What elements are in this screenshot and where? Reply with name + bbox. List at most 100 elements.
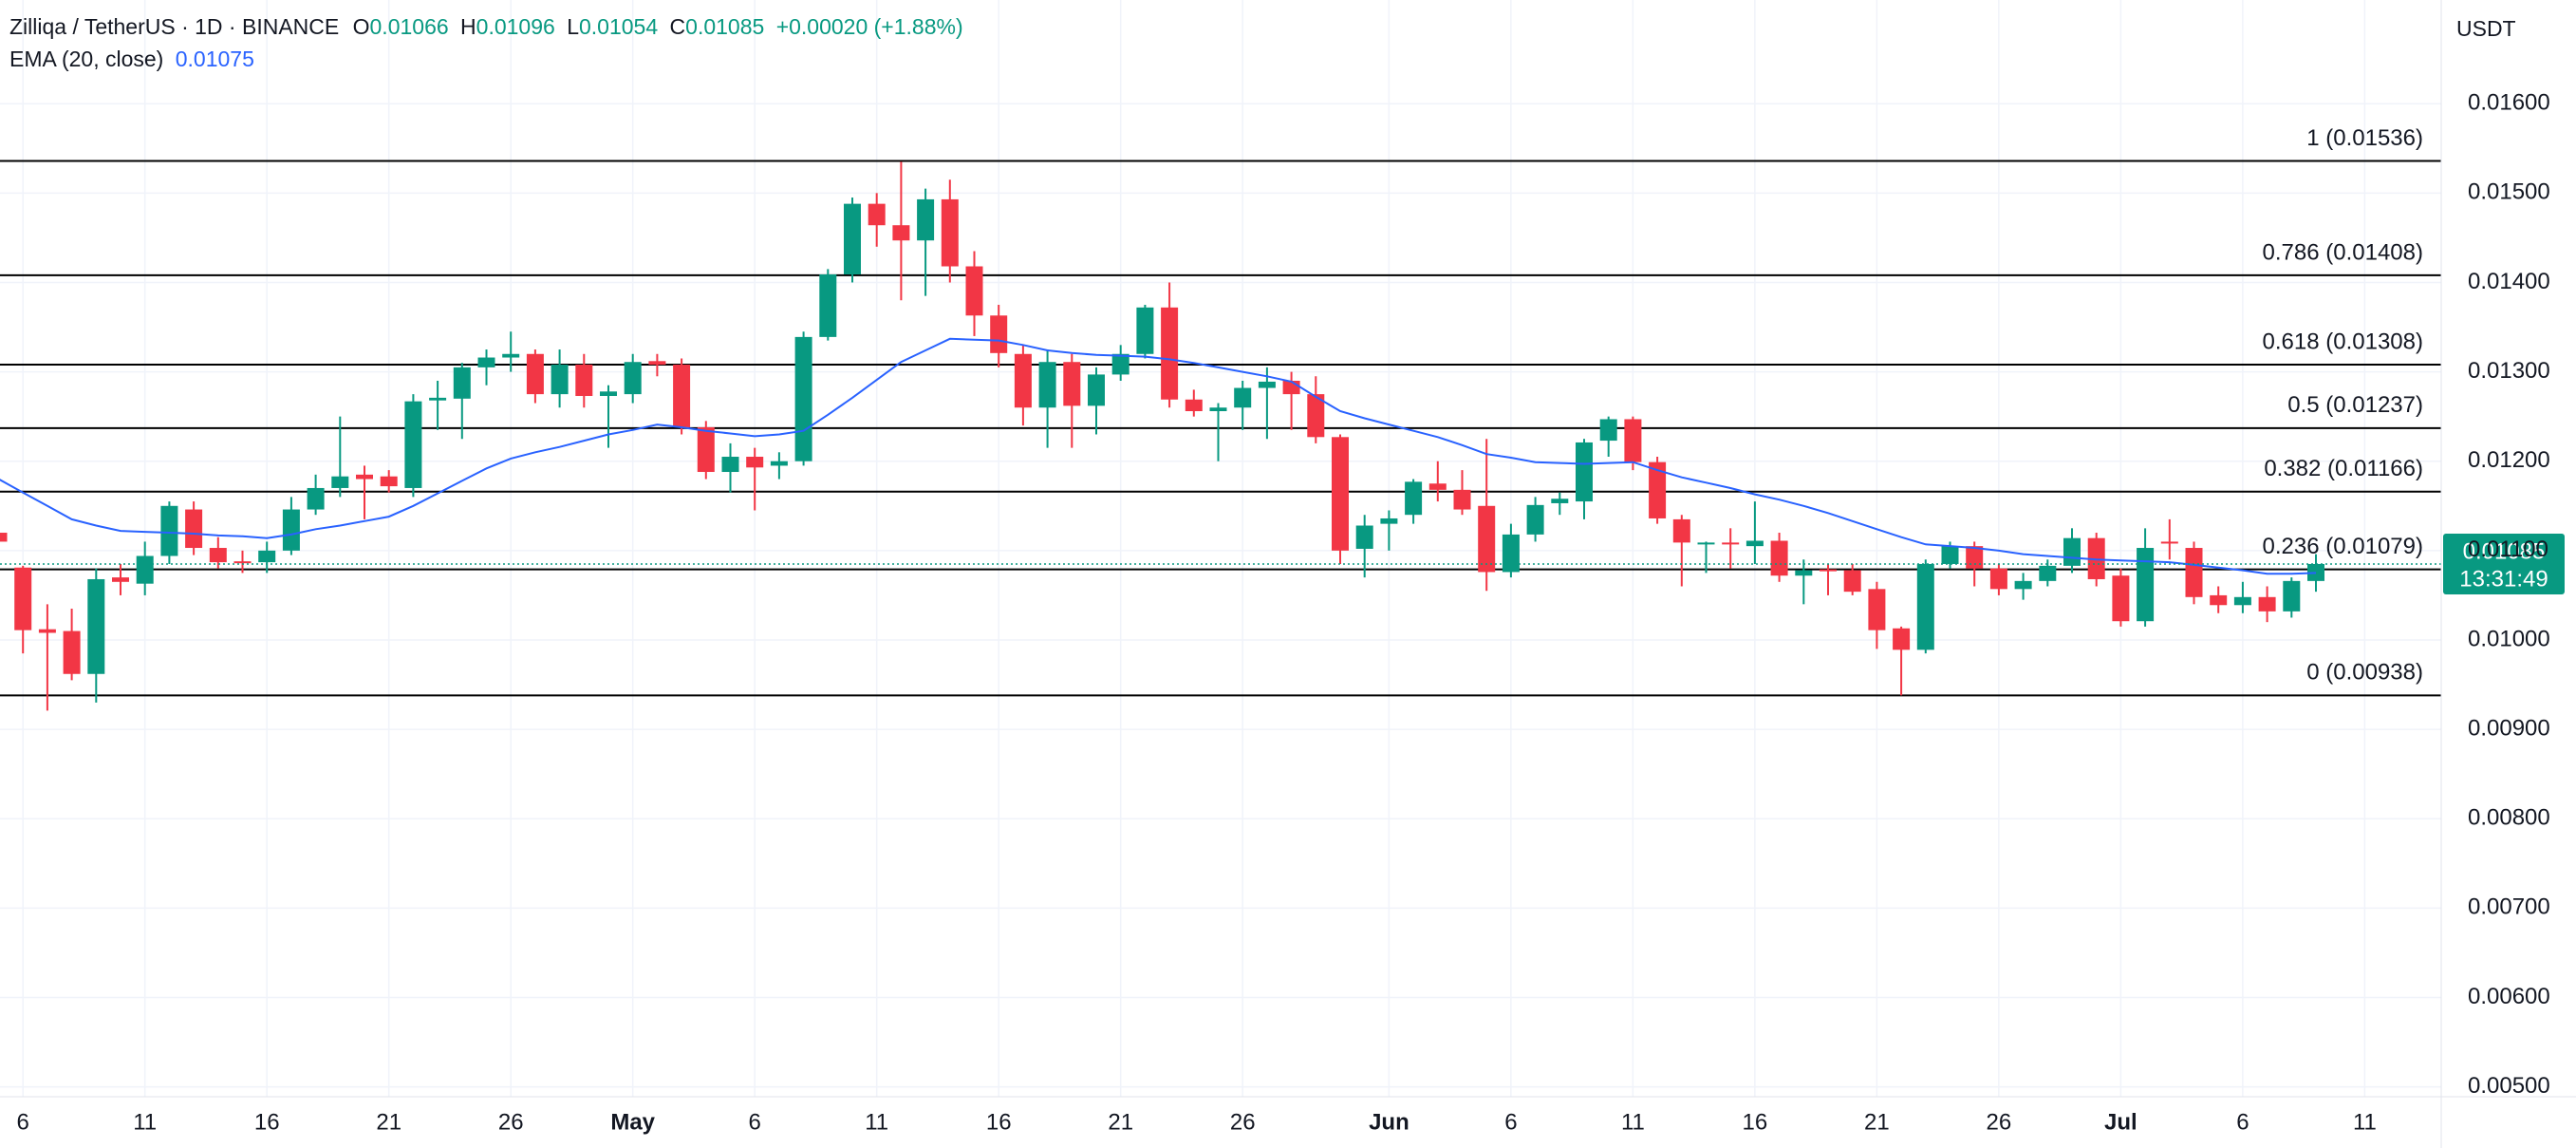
y-tick-label: 0.01600: [2468, 90, 2550, 116]
candle-body: [1234, 387, 1252, 408]
y-tick-label: 0.00700: [2468, 894, 2550, 920]
y-tick-label: 0.01500: [2468, 179, 2550, 205]
close-value: 0.01085: [685, 14, 764, 39]
x-tick-label: May: [610, 1109, 655, 1135]
candle-body: [2307, 563, 2324, 581]
candle-body: [1989, 568, 2007, 590]
candle-body: [2039, 565, 2057, 581]
high-label: H: [460, 14, 476, 39]
x-tick-label: 16: [1743, 1109, 1768, 1135]
y-tick-label: 0.00600: [2468, 984, 2550, 1009]
candle-body: [844, 203, 861, 274]
candle-body: [673, 365, 691, 427]
candle-body: [1599, 419, 1617, 442]
candle-body: [14, 567, 32, 630]
fib-label: 0.382 (0.01166): [2264, 456, 2423, 481]
candle-body: [356, 474, 373, 480]
candle-body: [209, 548, 227, 563]
candle-body: [1088, 374, 1105, 406]
candle-body: [1624, 419, 1642, 462]
candle-body: [1576, 442, 1593, 502]
candle-body: [1820, 569, 1837, 572]
candle-body: [1916, 563, 1934, 650]
x-tick-label: 11: [1621, 1109, 1645, 1135]
x-tick-label: 26: [1987, 1109, 2012, 1135]
candle-body: [892, 225, 910, 241]
candle-body: [868, 203, 886, 226]
x-tick-label: 26: [498, 1109, 524, 1135]
candle-body: [941, 198, 959, 267]
candle-body: [1136, 307, 1154, 354]
candle-body: [136, 555, 154, 584]
fib-levels: 1 (0.01536) 0.786 (0.01408) 0.618 (0.01308…: [0, 125, 2441, 697]
price-tag-value: 0.01085: [2463, 538, 2546, 564]
ema-line: [0, 337, 2317, 575]
candle-body: [794, 336, 812, 461]
fib-label: 0.786 (0.01408): [2263, 239, 2423, 265]
x-tick-label: 6: [2236, 1109, 2249, 1135]
fib-label: 1 (0.01536): [2306, 125, 2423, 151]
y-tick-label: 0.00900: [2468, 715, 2550, 741]
candle-body: [233, 561, 252, 564]
fib-label: 0 (0.00938): [2306, 660, 2423, 686]
x-tick-label: 6: [1504, 1109, 1517, 1135]
candle-body: [1063, 362, 1081, 406]
candle-body: [1551, 499, 1569, 503]
candle-body: [1355, 525, 1373, 549]
ema-name: EMA (20, close): [9, 47, 163, 71]
candle-body: [1209, 407, 1227, 412]
candle-body: [1722, 542, 1740, 545]
candle-body: [2014, 580, 2032, 590]
candle-body: [453, 367, 471, 399]
price-tag-countdown: 13:31:49: [2459, 566, 2548, 592]
low-value: 0.01054: [579, 14, 658, 39]
y-tick-label: 0.01000: [2468, 626, 2550, 651]
x-tick-label: 11: [865, 1109, 888, 1135]
candle-body: [307, 487, 325, 510]
candle-body: [38, 629, 56, 633]
candle-body: [1380, 518, 1398, 524]
x-tick-label: 16: [254, 1109, 280, 1135]
candle-body: [429, 397, 447, 401]
y-tick-label: 0.00500: [2468, 1073, 2550, 1099]
candle-body: [551, 365, 569, 395]
candle-body: [112, 577, 129, 582]
ema-value: 0.01075: [176, 47, 254, 71]
candle-body: [1843, 570, 1861, 593]
candle-body: [648, 361, 666, 366]
candle-body: [1038, 362, 1056, 408]
candle-body: [965, 266, 983, 316]
candle-body: [1649, 461, 1667, 518]
y-tick-label: 0.01300: [2468, 358, 2550, 384]
candle-body: [624, 362, 642, 395]
candle-body: [770, 461, 788, 466]
candle-body: [258, 550, 276, 563]
x-tick-label: Jun: [1369, 1109, 1409, 1135]
candle-body: [2210, 594, 2228, 606]
price-tag: [2443, 533, 2565, 594]
candle-body: [2233, 596, 2251, 606]
candle-body: [1332, 437, 1349, 551]
candle-body: [282, 509, 300, 551]
candle-body: [600, 391, 617, 397]
fib-label: 0.618 (0.01308): [2263, 329, 2423, 354]
candle-body: [1770, 540, 1788, 576]
fib-label: 0.5 (0.01237): [2287, 392, 2423, 418]
candle-body: [1966, 546, 1984, 569]
candle-body: [1526, 504, 1544, 535]
candle-body: [380, 476, 398, 487]
candle-body: [404, 401, 422, 488]
y-tick-label: 0.01400: [2468, 269, 2550, 294]
candle-body: [1014, 353, 1032, 408]
candle-body: [1258, 381, 1276, 388]
candle-body: [2185, 548, 2203, 597]
x-tick-label: Jul: [2104, 1109, 2137, 1135]
candle-body: [1111, 353, 1129, 375]
x-tick-label: 6: [749, 1109, 761, 1135]
low-label: L: [567, 14, 579, 39]
candle-body: [819, 273, 837, 337]
candle-body: [746, 457, 764, 468]
candle-body: [1161, 307, 1179, 400]
open-label: O: [353, 14, 370, 39]
